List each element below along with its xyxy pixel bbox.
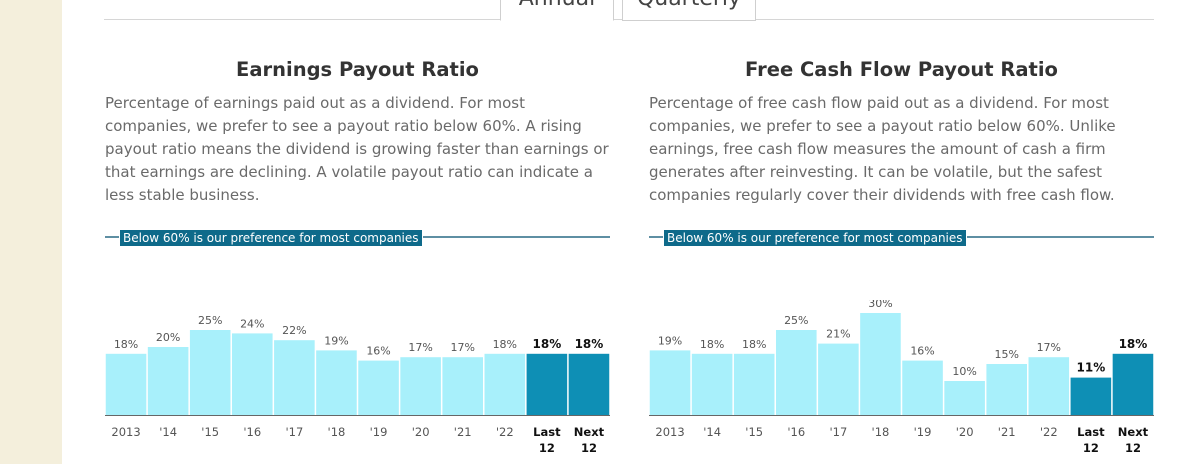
- earnings-payout-chart: 18% 2013 20% '14 25% '15 24% '16 22% '17 19% '18 16%…: [105, 314, 610, 455]
- bar-7: [944, 381, 985, 415]
- data-label-2: 18%: [742, 338, 766, 351]
- data-label-10: 11%: [1077, 361, 1106, 375]
- bar-5: [860, 313, 901, 415]
- bar-2: [733, 353, 775, 415]
- bar-2: [189, 330, 231, 415]
- data-label-3: 24%: [240, 317, 264, 330]
- data-label-7: 10%: [952, 365, 976, 378]
- data-label-8: 15%: [994, 348, 1018, 361]
- tick-label-11: Next 12: [1118, 425, 1149, 455]
- data-label-5: 19%: [324, 334, 348, 347]
- tick-label-10: Last 12: [533, 425, 561, 455]
- bar-9: [484, 353, 526, 415]
- data-label-9: 18%: [493, 338, 517, 351]
- panel-title: Free Cash Flow Payout Ratio: [745, 58, 1058, 81]
- bar-8: [986, 364, 1027, 415]
- tab-annual[interactable]: Annual: [500, 0, 614, 21]
- tick-label-2: '15: [745, 425, 763, 439]
- tick-label-1: '14: [703, 425, 721, 439]
- bar-1: [147, 347, 189, 415]
- bar-3: [776, 330, 817, 415]
- data-label-6: 16%: [366, 345, 390, 358]
- data-label-7: 17%: [408, 341, 432, 354]
- tick-label-4: '17: [285, 425, 303, 439]
- tick-label-10: Last 12: [1077, 425, 1105, 455]
- bar-0: [105, 353, 147, 415]
- panel-description: Percentage of free cash flow paid out as…: [649, 94, 1116, 204]
- data-label-1: 20%: [156, 331, 180, 344]
- tab-quarterly[interactable]: Quarterly: [622, 0, 756, 21]
- preference-label: Below 60% is our preference for most com…: [119, 229, 423, 247]
- bar-9: [1028, 357, 1070, 415]
- bar-4: [818, 343, 859, 415]
- data-label-4: 22%: [282, 324, 306, 337]
- tick-label-0: 2013: [655, 425, 684, 439]
- panel-description: Percentage of earnings paid out as a div…: [105, 94, 609, 204]
- data-label-10: 18%: [533, 337, 562, 351]
- data-label-4: 21%: [826, 328, 850, 341]
- bar-3: [232, 333, 273, 415]
- data-label-1: 18%: [700, 338, 724, 351]
- tick-label-9: '22: [1040, 425, 1058, 439]
- data-label-3: 25%: [784, 314, 808, 327]
- data-label-0: 18%: [114, 338, 138, 351]
- data-label-0: 19%: [658, 334, 682, 347]
- tab-quarterly-label: Quarterly: [623, 0, 755, 11]
- fcf-payout-chart: 19% 2013 18% '14 18% '15 25% '16 21% '17 30% '18 16%…: [649, 300, 1154, 455]
- bar-8: [442, 357, 483, 415]
- bar-0: [649, 350, 691, 415]
- fcf-payout-panel: Free Cash Flow Payout Ratio Percentage o…: [649, 0, 1154, 464]
- tick-label-0: 2013: [111, 425, 140, 439]
- data-label-5: 30%: [868, 300, 892, 310]
- tick-label-1: '14: [159, 425, 177, 439]
- tick-label-5: '18: [328, 425, 346, 439]
- bar-11: [1112, 353, 1154, 415]
- tick-label-3: '16: [243, 425, 261, 439]
- tick-label-9: '22: [496, 425, 514, 439]
- tick-label-11: Next 12: [574, 425, 605, 455]
- tick-label-6: '19: [370, 425, 388, 439]
- data-label-6: 16%: [910, 345, 934, 358]
- data-label-9: 17%: [1037, 341, 1061, 354]
- data-label-11: 18%: [575, 337, 604, 351]
- tick-label-4: '17: [829, 425, 847, 439]
- bar-10: [526, 353, 568, 415]
- bar-1: [691, 353, 733, 415]
- bar-7: [400, 357, 441, 415]
- earnings-payout-panel: Earnings Payout Ratio Percentage of earn…: [105, 0, 610, 464]
- preference-label: Below 60% is our preference for most com…: [663, 229, 967, 247]
- tick-label-8: '21: [454, 425, 472, 439]
- bar-11: [568, 353, 610, 415]
- bar-5: [316, 350, 357, 415]
- tick-label-3: '16: [787, 425, 805, 439]
- bar-6: [358, 360, 399, 415]
- tick-label-2: '15: [201, 425, 219, 439]
- data-label-2: 25%: [198, 314, 222, 327]
- data-label-11: 18%: [1119, 337, 1148, 351]
- data-label-8: 17%: [450, 341, 474, 354]
- page-left-margin: [0, 0, 62, 464]
- tick-label-7: '20: [412, 425, 430, 439]
- bar-6: [902, 360, 943, 415]
- bar-4: [274, 340, 315, 415]
- panel-title: Earnings Payout Ratio: [236, 58, 479, 81]
- tab-annual-label: Annual: [501, 0, 613, 11]
- tick-label-6: '19: [914, 425, 932, 439]
- tick-label-8: '21: [998, 425, 1016, 439]
- bar-10: [1070, 377, 1112, 415]
- tick-label-5: '18: [872, 425, 890, 439]
- tick-label-7: '20: [956, 425, 974, 439]
